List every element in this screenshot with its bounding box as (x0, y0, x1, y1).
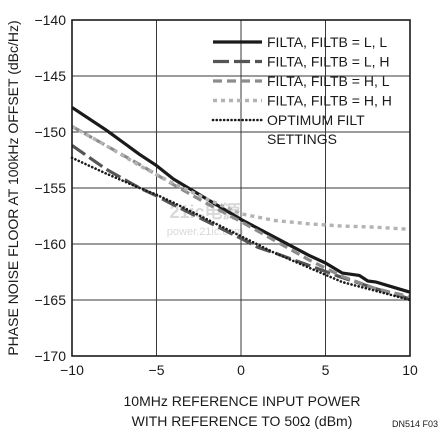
watermark-text-2: power.21ic.com (167, 226, 243, 238)
series-line-4 (70, 156, 412, 302)
x-tick-label-0: −10 (60, 362, 84, 378)
legend-label-4: OPTIMUM FILT SETTINGS (267, 112, 365, 147)
y-tick-label-2: −160 (34, 236, 66, 252)
x-tick-label-1: −5 (149, 362, 165, 378)
series-line-0 (71, 106, 411, 294)
y-tick-label-3: −155 (34, 180, 66, 196)
y-tick-label-6: −140 (34, 12, 66, 28)
y-tick-label-1: −165 (34, 292, 66, 308)
series-line-3 (71, 124, 411, 232)
y-tick-label-4: −150 (34, 124, 66, 140)
plot-frame (71, 19, 411, 357)
legend-label-3: FILTA, FILTB = H, H (267, 93, 392, 109)
figure-code: DN514 F03 (392, 419, 438, 429)
legend-label-1: FILTA, FILTB = L, H (267, 54, 390, 70)
series-line-2 (71, 125, 411, 299)
x-axis-title-line-2: WITH REFERENCE TO 50Ω (dBm) (132, 413, 353, 429)
x-tick-label-4: 10 (402, 362, 418, 378)
y-tick-label-0: −170 (34, 348, 66, 364)
x-axis-title-line-1: 10MHz REFERENCE INPUT POWER (124, 393, 361, 409)
y-tick-label-5: −145 (34, 68, 66, 84)
x-tick-label-2: 0 (237, 362, 245, 378)
legend-label-0: FILTA, FILTB = L, L (267, 34, 387, 50)
y-axis-title: PHASE NOISE FLOOR AT 100kHz OFFSET (dBc/… (5, 20, 21, 355)
x-tick-label-3: 5 (322, 362, 330, 378)
legend-label-2: FILTA, FILTB = H, L (267, 73, 390, 89)
